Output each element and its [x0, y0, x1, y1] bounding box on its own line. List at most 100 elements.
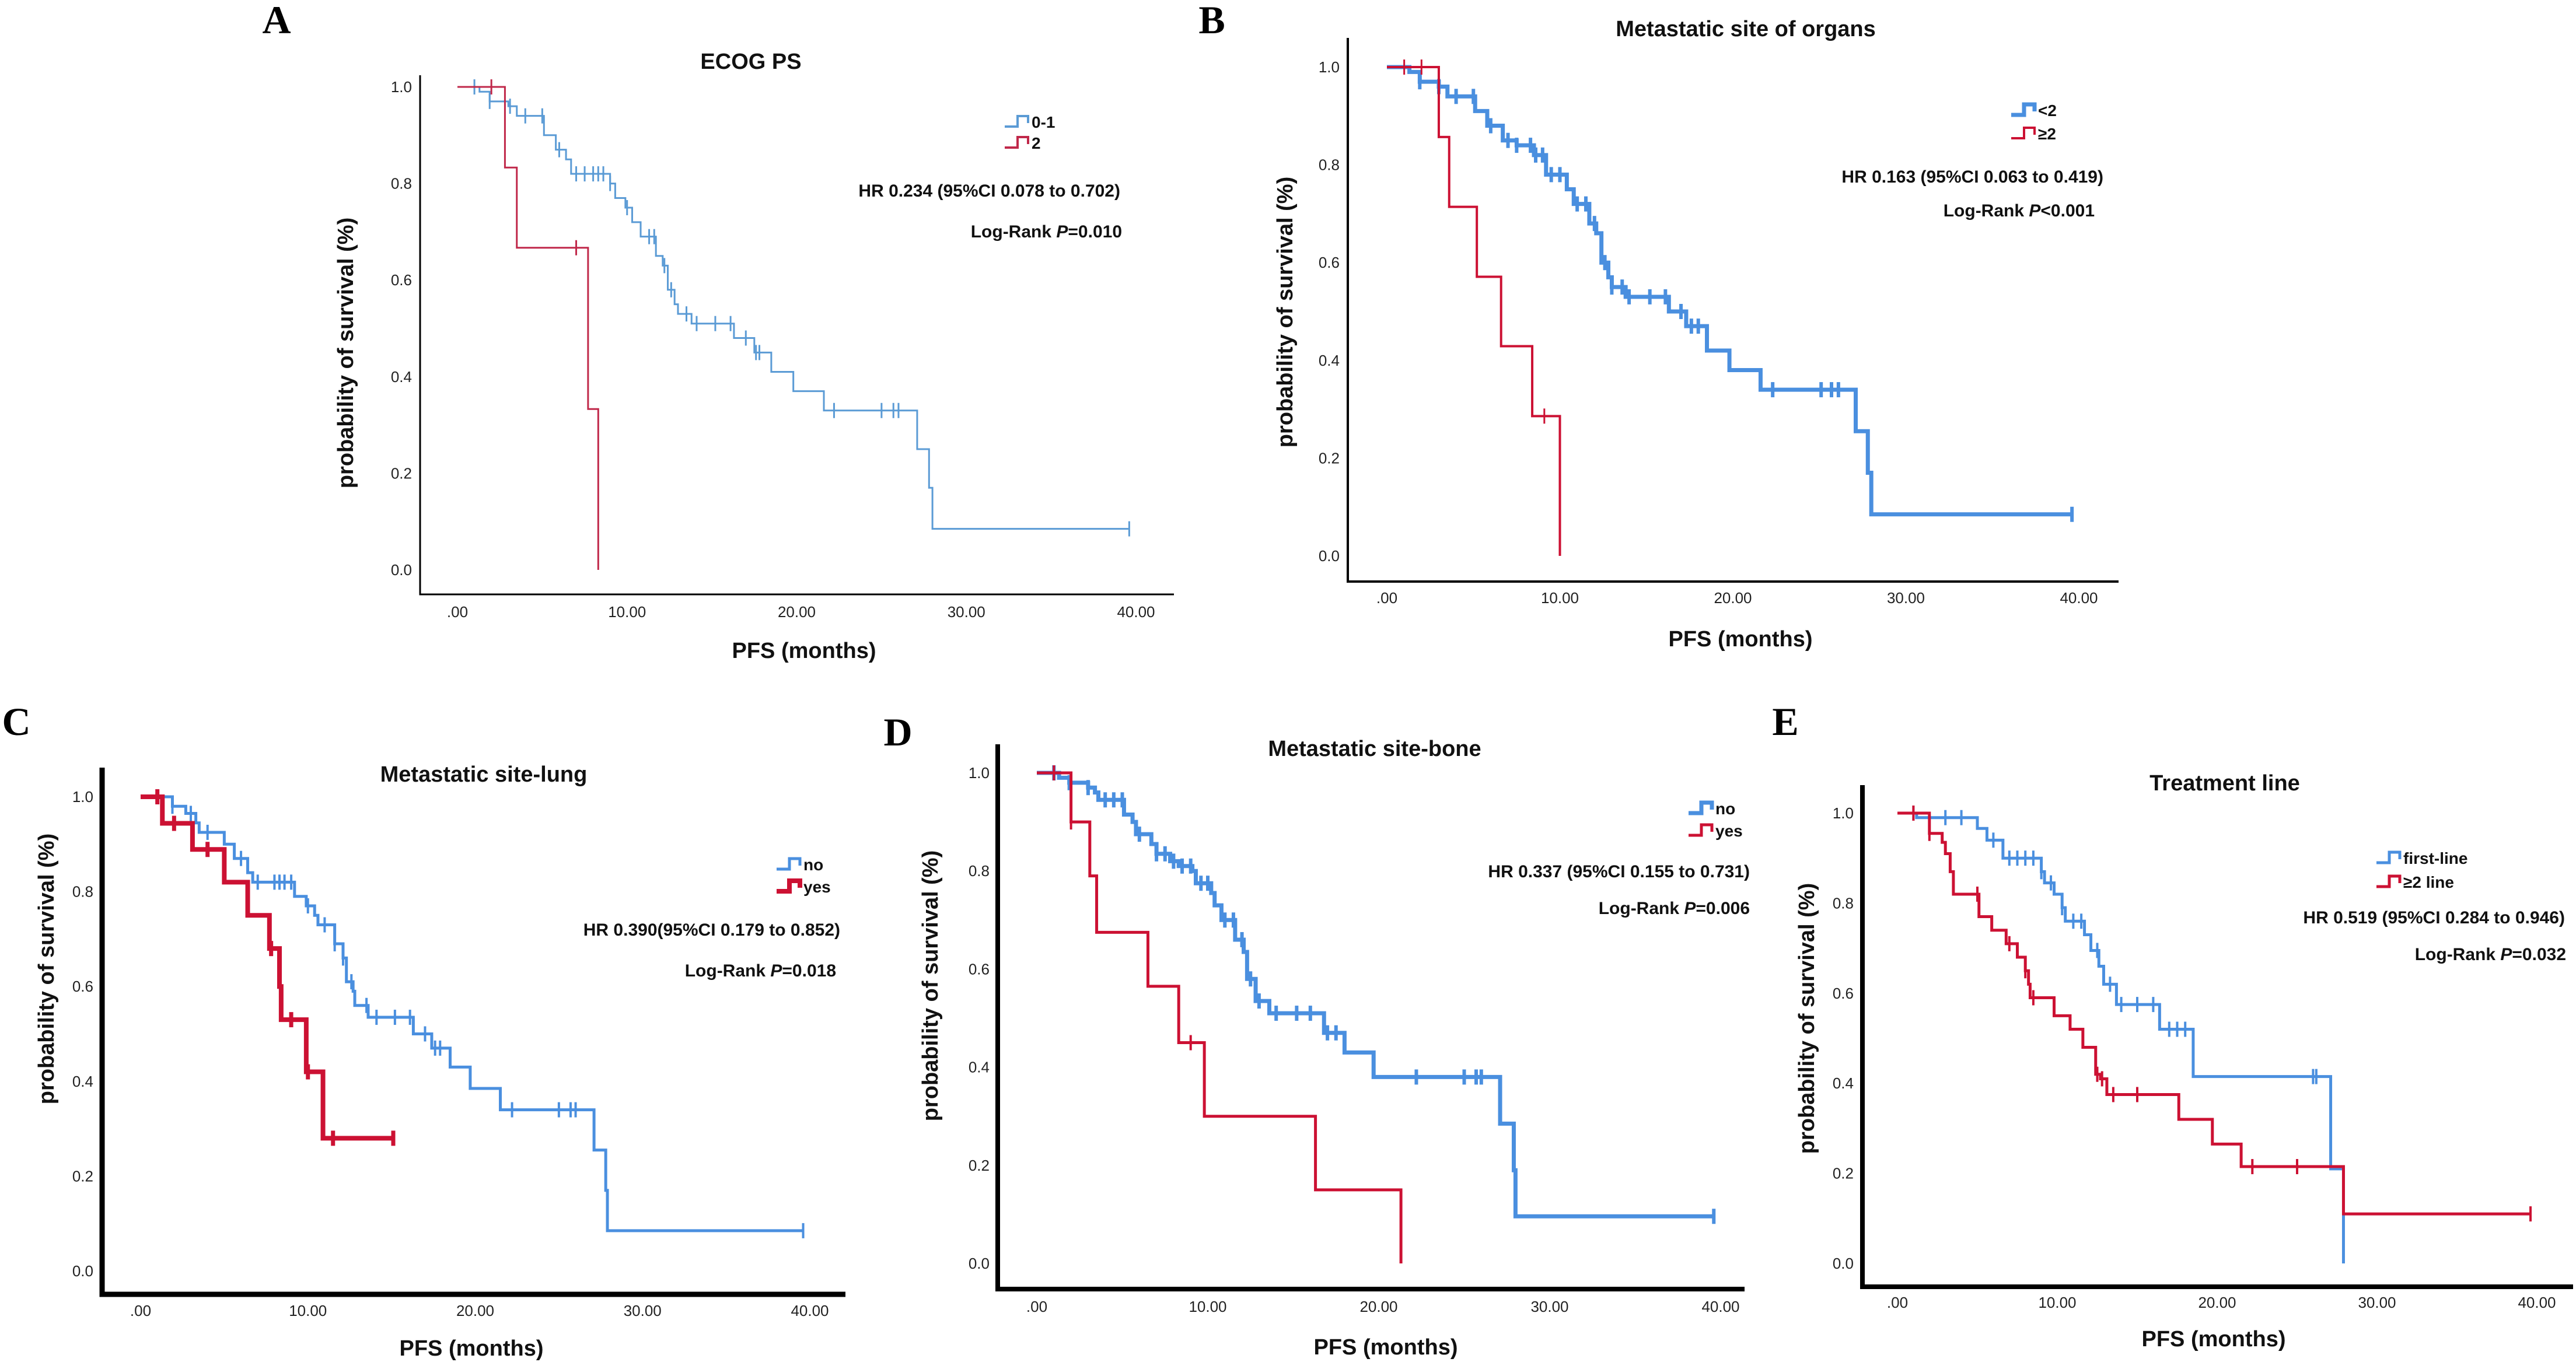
y-tick-label: 0.4 — [1833, 1074, 1854, 1092]
y-tick-label: 0.8 — [1319, 156, 1340, 174]
x-axis-label: PFS (months) — [400, 1336, 544, 1361]
legend-label: ≥2 — [2038, 125, 2056, 143]
hazard-ratio-text: HR 0.234 (95%CI 0.078 to 0.702) — [858, 181, 1120, 201]
chart-title: ECOG PS — [700, 50, 801, 74]
axes — [995, 744, 1745, 1291]
survival-curve-group2 — [457, 86, 599, 570]
y-tick-label: 0.0 — [969, 1255, 990, 1272]
legend-label: <2 — [2038, 101, 2057, 120]
panel-letter: A — [262, 0, 291, 42]
y-tick-label: 0.0 — [72, 1262, 93, 1280]
x-tick-label: 20.00 — [778, 603, 816, 621]
chart-title: Metastatic site-lung — [380, 762, 588, 787]
panel-c: C Metastatic site-lung .00 10.00 20.00 30.00 4… — [2, 699, 845, 1361]
x-tick-label: 10.00 — [2038, 1294, 2076, 1311]
x-tick-label: 10.00 — [289, 1302, 327, 1319]
x-tick-label: 20.00 — [1714, 589, 1752, 607]
x-tick-label: 20.00 — [2198, 1294, 2236, 1311]
y-tick-label: 0.0 — [1833, 1255, 1854, 1272]
y-tick-label: 0.2 — [72, 1167, 93, 1185]
p-symbol: P — [2029, 201, 2041, 220]
p-value: =0.010 — [1068, 222, 1122, 241]
log-rank-label: Log-Rank — [2415, 945, 2501, 964]
x-tick-label: 30.00 — [1530, 1298, 1568, 1315]
log-rank-text: Log-Rank P<0.001 — [1944, 201, 2095, 220]
y-axis-label: probability of survival (%) — [1795, 883, 1819, 1154]
x-axis-label: PFS (months) — [732, 639, 876, 663]
legend-swatch — [1689, 823, 1714, 837]
log-rank-label: Log-Rank — [1944, 201, 2029, 220]
x-tick-label: 30.00 — [2358, 1294, 2396, 1311]
chart-title: Treatment line — [2149, 771, 2300, 796]
x-tick-label: .00 — [1376, 589, 1397, 607]
y-tick-label: 0.0 — [1319, 547, 1340, 565]
x-tick-label: 10.00 — [1189, 1298, 1226, 1315]
panel-b: B Metastatic site of organs .00 10.00 20.00 3… — [1198, 0, 2119, 652]
log-rank-text: Log-Rank P=0.006 — [1599, 899, 1750, 918]
legend-label: no — [1715, 800, 1735, 818]
y-tick-label: 0.6 — [1319, 254, 1340, 271]
hazard-ratio-text: HR 0.337 (95%CI 0.155 to 0.731) — [1488, 862, 1750, 881]
hazard-ratio-text: HR 0.390(95%CI 0.179 to 0.852) — [583, 920, 840, 940]
legend-label: 0-1 — [1032, 113, 1055, 131]
survival-curve-group1 — [1897, 811, 2345, 1263]
p-symbol: P — [770, 961, 782, 981]
y-tick-label: 1.0 — [1319, 58, 1340, 76]
y-tick-label: 0.4 — [969, 1059, 990, 1076]
legend-swatch — [1005, 115, 1029, 128]
x-tick-label: .00 — [1887, 1294, 1908, 1311]
survival-curve-group2 — [1387, 66, 1561, 556]
x-tick-label: 10.00 — [608, 603, 646, 621]
log-rank-text: Log-Rank P=0.010 — [971, 222, 1122, 241]
y-tick-label: 1.0 — [72, 788, 93, 806]
survival-curve-group1 — [141, 795, 803, 1233]
y-tick-label: 0.8 — [72, 883, 93, 901]
p-value: =0.018 — [782, 961, 836, 981]
y-tick-label: 0.4 — [391, 368, 412, 386]
log-rank-text: Log-Rank P=0.018 — [685, 961, 836, 981]
x-tick-label: 30.00 — [1887, 589, 1925, 607]
x-tick-label: .00 — [447, 603, 468, 621]
x-tick-label: 40.00 — [791, 1302, 829, 1319]
p-symbol: P — [1684, 899, 1696, 918]
chart-title: Metastatic site of organs — [1616, 17, 1876, 41]
y-tick-label: 0.0 — [391, 561, 412, 579]
survival-curve-group1 — [1387, 65, 2072, 517]
legend-swatch — [2376, 850, 2402, 864]
y-tick-label: 0.2 — [969, 1157, 990, 1174]
axes — [419, 75, 1174, 596]
y-tick-label: 0.6 — [969, 960, 990, 978]
y-axis-label: probability of survival (%) — [34, 834, 59, 1105]
log-rank-text: Log-Rank P=0.032 — [2415, 945, 2566, 964]
x-tick-label: .00 — [1026, 1298, 1047, 1315]
survival-curve-group1 — [457, 86, 1130, 530]
y-axis-label: probability of survival (%) — [918, 850, 943, 1122]
x-tick-label: 40.00 — [2518, 1294, 2556, 1311]
log-rank-label: Log-Rank — [1599, 899, 1684, 918]
x-axis-label: PFS (months) — [2142, 1327, 2286, 1352]
axes — [1347, 38, 2119, 583]
axes — [1860, 785, 2573, 1289]
panel-letter: E — [1772, 699, 1798, 744]
y-tick-label: 1.0 — [1833, 804, 1854, 822]
legend-swatch — [1689, 800, 1714, 815]
legend-swatch — [2011, 102, 2037, 117]
x-tick-label: 20.00 — [1359, 1298, 1397, 1315]
log-rank-label: Log-Rank — [685, 961, 771, 981]
x-tick-label: 40.00 — [2060, 589, 2098, 607]
y-tick-label: 1.0 — [391, 78, 412, 96]
y-tick-label: 1.0 — [969, 764, 990, 782]
x-axis-label: PFS (months) — [1669, 627, 1813, 652]
legend-label: yes — [1715, 822, 1743, 840]
panel-a: A ECOG PS .00 10.00 20.00 30.00 40.00 0.0 0.2 0.4… — [262, 0, 1174, 663]
x-tick-label: 30.00 — [624, 1302, 662, 1319]
y-tick-label: 0.2 — [1319, 449, 1340, 467]
legend-swatch — [2376, 874, 2402, 888]
x-tick-label: .00 — [130, 1302, 151, 1319]
panel-letter: C — [2, 699, 30, 744]
hazard-ratio-text: HR 0.519 (95%CI 0.284 to 0.946) — [2303, 908, 2565, 927]
x-tick-label: 40.00 — [1117, 603, 1155, 621]
hazard-ratio-text: HR 0.163 (95%CI 0.063 to 0.419) — [1841, 167, 2103, 187]
x-tick-label: 20.00 — [456, 1302, 494, 1319]
